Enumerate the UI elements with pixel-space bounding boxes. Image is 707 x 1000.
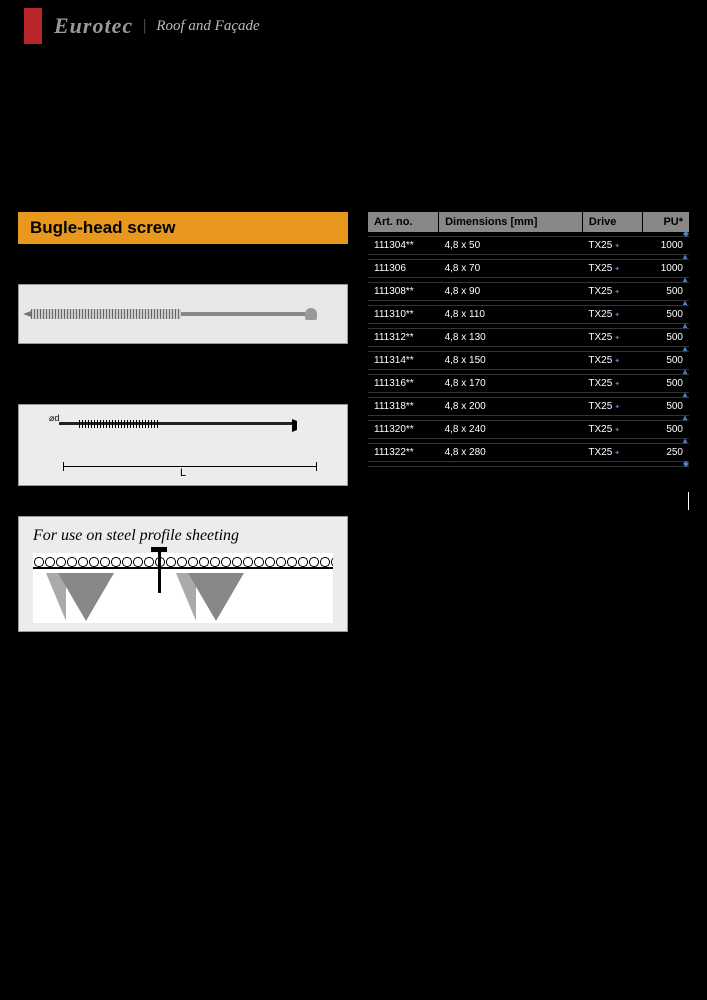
diameter-label: ⌀d: [49, 413, 59, 424]
application-diagram: [33, 553, 333, 623]
table-row: 111304**4,8 x 50TX25✦1000: [368, 237, 689, 255]
table-row: 111312**4,8 x 130TX25✦500: [368, 329, 689, 347]
table-row: 1113064,8 x 70TX25✦1000: [368, 260, 689, 278]
cell-art-no: 111310**: [368, 306, 439, 324]
application-box: For use on steel profile sheeting: [18, 516, 348, 632]
cell-dimensions: 4,8 x 240: [439, 421, 583, 439]
table-row: 111308**4,8 x 90TX25✦500: [368, 283, 689, 301]
footer-mark: [688, 492, 689, 510]
cell-drive: TX25✦: [582, 283, 642, 301]
screw-tip: [23, 311, 31, 317]
screw-threads: [31, 309, 181, 319]
cell-dimensions: 4,8 x 110: [439, 306, 583, 324]
page-header: Eurotec | Roof and Façade: [0, 0, 707, 52]
cell-art-no: 111314**: [368, 352, 439, 370]
product-table: Art. no. Dimensions [mm] Drive PU* ◆1113…: [368, 212, 689, 467]
length-dimension-line: [63, 466, 317, 467]
table-row: 111310**4,8 x 110TX25✦500: [368, 306, 689, 324]
cell-drive: TX25✦: [582, 352, 642, 370]
table-row: 111314**4,8 x 150TX25✦500: [368, 352, 689, 370]
table-header-row: Art. no. Dimensions [mm] Drive PU*: [368, 212, 689, 232]
cell-art-no: 111308**: [368, 283, 439, 301]
accent-block: [24, 8, 42, 44]
header-divider: |: [143, 17, 146, 35]
col-dimensions: Dimensions [mm]: [439, 212, 583, 232]
cell-dimensions: 4,8 x 170: [439, 375, 583, 393]
dimension-diagram: ⌀d L: [18, 404, 348, 486]
product-title: Bugle-head screw: [18, 212, 348, 244]
cell-dimensions: 4,8 x 150: [439, 352, 583, 370]
cell-art-no: 111304**: [368, 237, 439, 255]
table-row: 111322**4,8 x 280TX25✦250: [368, 444, 689, 462]
cell-art-no: 111306: [368, 260, 439, 278]
cell-drive: TX25✦: [582, 444, 642, 462]
cell-dimensions: 4,8 x 70: [439, 260, 583, 278]
length-label: L: [180, 467, 186, 479]
brand-logo: Eurotec: [54, 13, 133, 39]
cell-art-no: 111318**: [368, 398, 439, 416]
cell-drive: TX25✦: [582, 329, 642, 347]
col-pu: PU*: [642, 212, 689, 232]
col-drive: Drive: [582, 212, 642, 232]
cell-dimensions: 4,8 x 50: [439, 237, 583, 255]
table-row: 111318**4,8 x 200TX25✦500: [368, 398, 689, 416]
cell-drive: TX25✦: [582, 306, 642, 324]
product-image: [18, 284, 348, 344]
cell-drive: TX25✦: [582, 398, 642, 416]
cell-art-no: 111322**: [368, 444, 439, 462]
section-title: Roof and Façade: [156, 18, 259, 35]
table-row: 111316**4,8 x 170TX25✦500: [368, 375, 689, 393]
cell-pu: 250: [642, 444, 689, 462]
col-art-no: Art. no.: [368, 212, 439, 232]
cell-dimensions: 4,8 x 90: [439, 283, 583, 301]
application-title: For use on steel profile sheeting: [33, 527, 333, 545]
cell-drive: TX25✦: [582, 237, 642, 255]
cell-art-no: 111316**: [368, 375, 439, 393]
cell-drive: TX25✦: [582, 260, 642, 278]
cell-art-no: 111312**: [368, 329, 439, 347]
cell-drive: TX25✦: [582, 421, 642, 439]
table-row: 111320**4,8 x 240TX25✦500: [368, 421, 689, 439]
cell-dimensions: 4,8 x 200: [439, 398, 583, 416]
cell-drive: TX25✦: [582, 375, 642, 393]
screw-head: [305, 308, 317, 320]
cell-art-no: 111320**: [368, 421, 439, 439]
cell-dimensions: 4,8 x 130: [439, 329, 583, 347]
cell-dimensions: 4,8 x 280: [439, 444, 583, 462]
